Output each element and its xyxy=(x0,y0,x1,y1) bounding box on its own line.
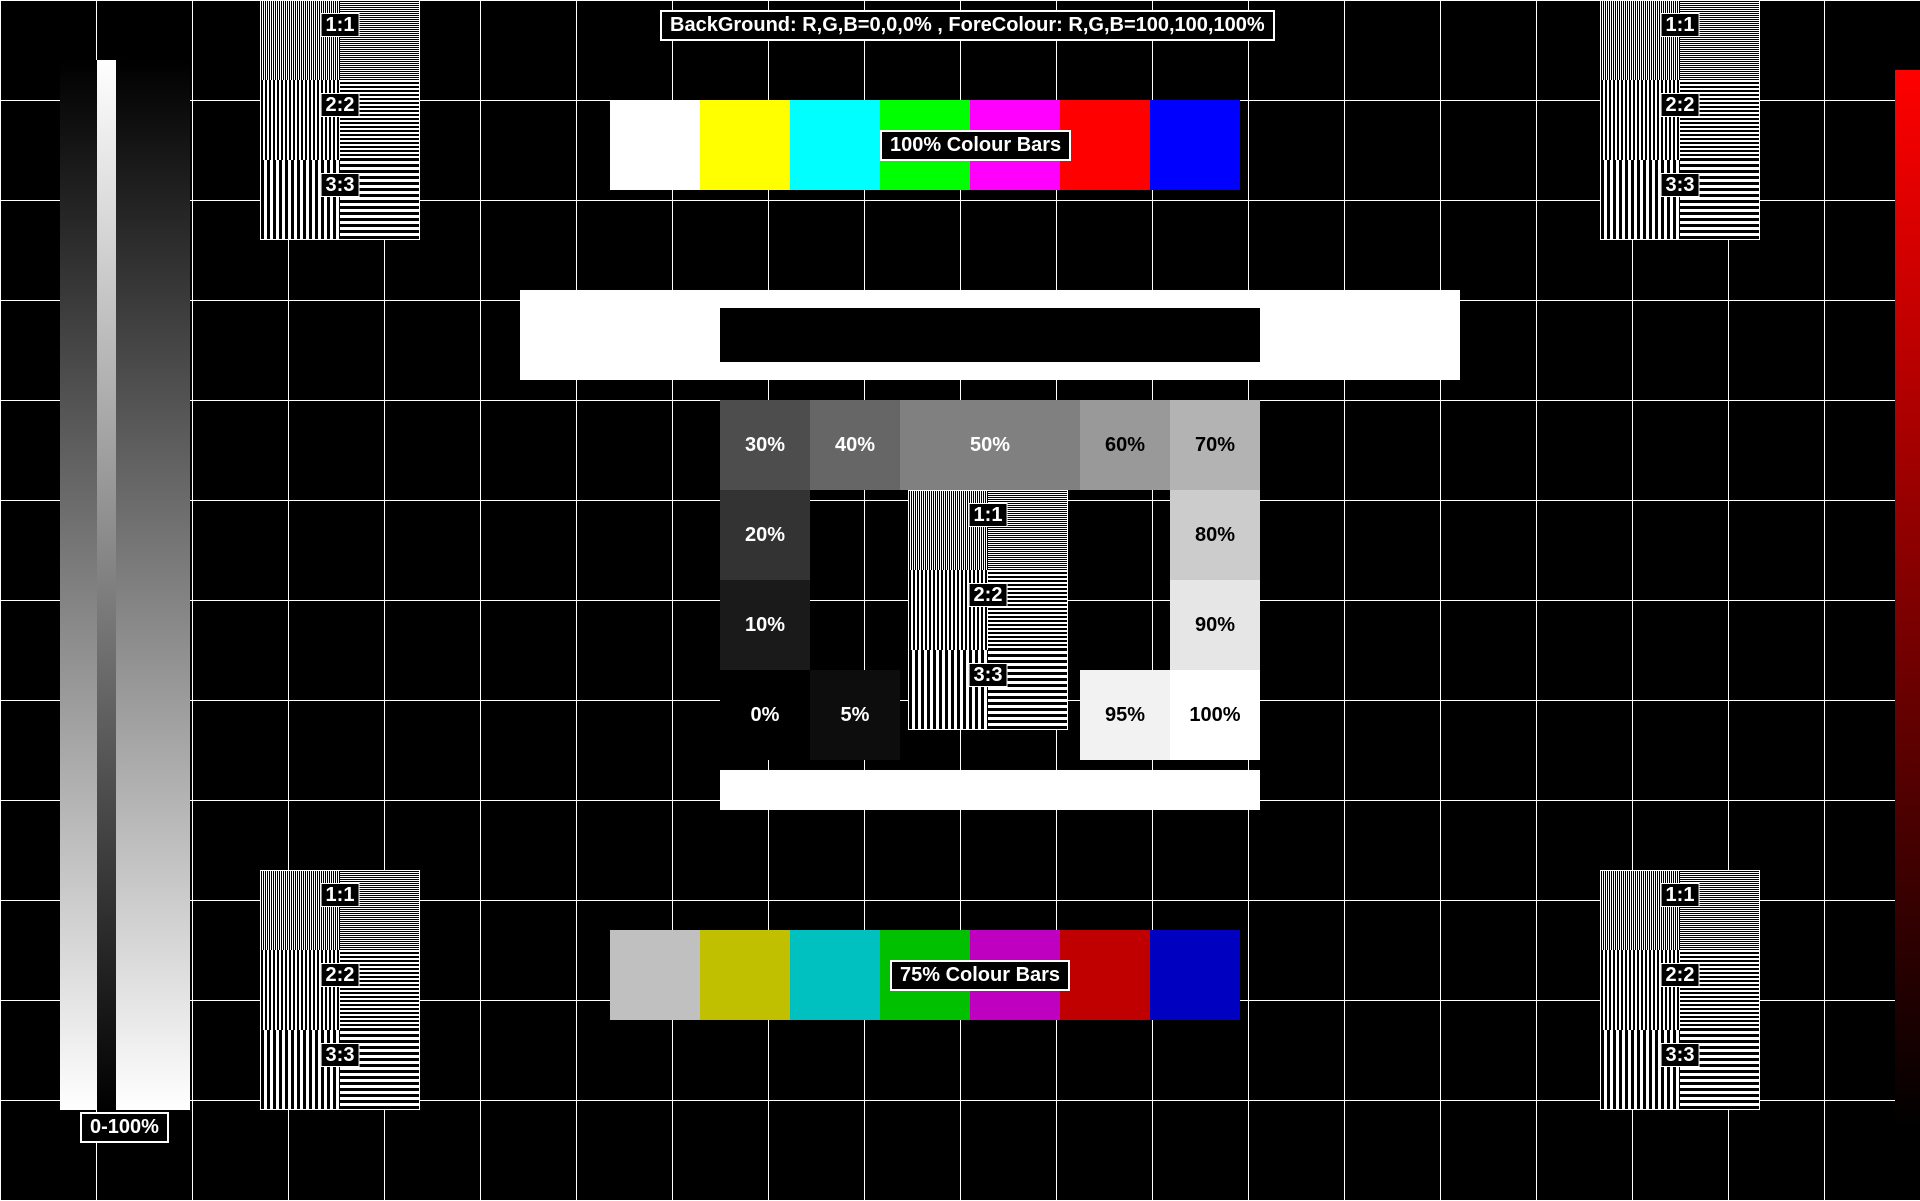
colour-bars-75-label: 75% Colour Bars xyxy=(890,960,1070,991)
grey-step: 50% xyxy=(900,400,1080,490)
resolution-tag: 2:2 xyxy=(321,93,360,117)
grey-step-label: 5% xyxy=(810,670,900,760)
grey-step-label: 95% xyxy=(1080,670,1170,760)
grey-step: 5% xyxy=(810,670,900,760)
resolution-tag: 1:1 xyxy=(321,13,360,37)
luma-gradient-label: 0-100% xyxy=(80,1112,169,1143)
colour-bars-75-swatch xyxy=(610,930,700,1020)
grey-step: 95% xyxy=(1080,670,1170,760)
resolution-tag: 1:1 xyxy=(1661,13,1700,37)
resolution-block: 1:1 2:2 3:3 xyxy=(260,870,420,1110)
colour-bars-75-swatch xyxy=(790,930,880,1020)
resolution-cell xyxy=(1601,160,1680,239)
grey-step-label: 10% xyxy=(720,580,810,670)
luma-gradient xyxy=(60,60,190,1110)
resolution-cell xyxy=(261,160,340,239)
resolution-tag: 3:3 xyxy=(969,663,1008,687)
resolution-cell xyxy=(261,1030,340,1109)
resolution-cell xyxy=(340,160,419,239)
grey-step-label: 20% xyxy=(720,490,810,580)
white-bar-top-cut xyxy=(720,308,1260,362)
resolution-cell xyxy=(1601,1030,1680,1109)
resolution-block: 1:1 2:2 3:3 xyxy=(1600,870,1760,1110)
grey-step: 90% xyxy=(1170,580,1260,670)
grey-step: 0% xyxy=(720,670,810,760)
resolution-tag: 3:3 xyxy=(321,1043,360,1067)
resolution-tag: 3:3 xyxy=(1661,173,1700,197)
resolution-tag: 2:2 xyxy=(321,963,360,987)
grey-step: 10% xyxy=(720,580,810,670)
white-bar-bottom xyxy=(720,770,1260,810)
resolution-cell xyxy=(1680,1030,1759,1109)
grey-step: 80% xyxy=(1170,490,1260,580)
grey-step-label: 0% xyxy=(720,670,810,760)
luma-gradient-overlay xyxy=(97,60,116,1110)
grey-step-label: 100% xyxy=(1170,670,1260,760)
resolution-cell xyxy=(1680,160,1759,239)
resolution-block: 1:1 2:2 3:3 xyxy=(908,490,1068,730)
colour-bars-100-swatch xyxy=(1150,100,1240,190)
resolution-block: 1:1 2:2 3:3 xyxy=(1600,0,1760,240)
grey-step: 30% xyxy=(720,400,810,490)
resolution-tag: 1:1 xyxy=(969,503,1008,527)
grey-step: 100% xyxy=(1170,670,1260,760)
grey-step-label: 50% xyxy=(900,400,1080,490)
grey-step-label: 90% xyxy=(1170,580,1260,670)
colour-bars-75-swatch xyxy=(700,930,790,1020)
header-label: BackGround: R,G,B=0,0,0% , ForeColour: R… xyxy=(660,10,1275,41)
resolution-tag: 2:2 xyxy=(1661,93,1700,117)
resolution-cell xyxy=(909,650,988,729)
grey-step-label: 30% xyxy=(720,400,810,490)
colour-bars-100-swatch xyxy=(1060,100,1150,190)
grey-step-label: 70% xyxy=(1170,400,1260,490)
grey-step-label: 60% xyxy=(1080,400,1170,490)
colour-bars-75-swatch xyxy=(1060,930,1150,1020)
resolution-cell xyxy=(988,650,1067,729)
test-pattern: BackGround: R,G,B=0,0,0% , ForeColour: R… xyxy=(0,0,1920,1200)
resolution-block: 1:1 2:2 3:3 xyxy=(260,0,420,240)
grey-step: 70% xyxy=(1170,400,1260,490)
resolution-tag: 2:2 xyxy=(969,583,1008,607)
resolution-tag: 3:3 xyxy=(321,173,360,197)
colour-bars-100-swatch xyxy=(790,100,880,190)
colour-bars-100-label: 100% Colour Bars xyxy=(880,130,1071,161)
grey-step: 20% xyxy=(720,490,810,580)
grey-step-label: 40% xyxy=(810,400,900,490)
grey-step: 60% xyxy=(1080,400,1170,490)
colour-bars-75-swatch xyxy=(1150,930,1240,1020)
grey-step-label: 80% xyxy=(1170,490,1260,580)
red-gradient-strip xyxy=(1895,70,1920,1130)
resolution-tag: 3:3 xyxy=(1661,1043,1700,1067)
grey-step: 40% xyxy=(810,400,900,490)
resolution-cell xyxy=(340,1030,419,1109)
resolution-tag: 2:2 xyxy=(1661,963,1700,987)
resolution-tag: 1:1 xyxy=(321,883,360,907)
colour-bars-100-swatch xyxy=(610,100,700,190)
colour-bars-100-swatch xyxy=(700,100,790,190)
resolution-tag: 1:1 xyxy=(1661,883,1700,907)
